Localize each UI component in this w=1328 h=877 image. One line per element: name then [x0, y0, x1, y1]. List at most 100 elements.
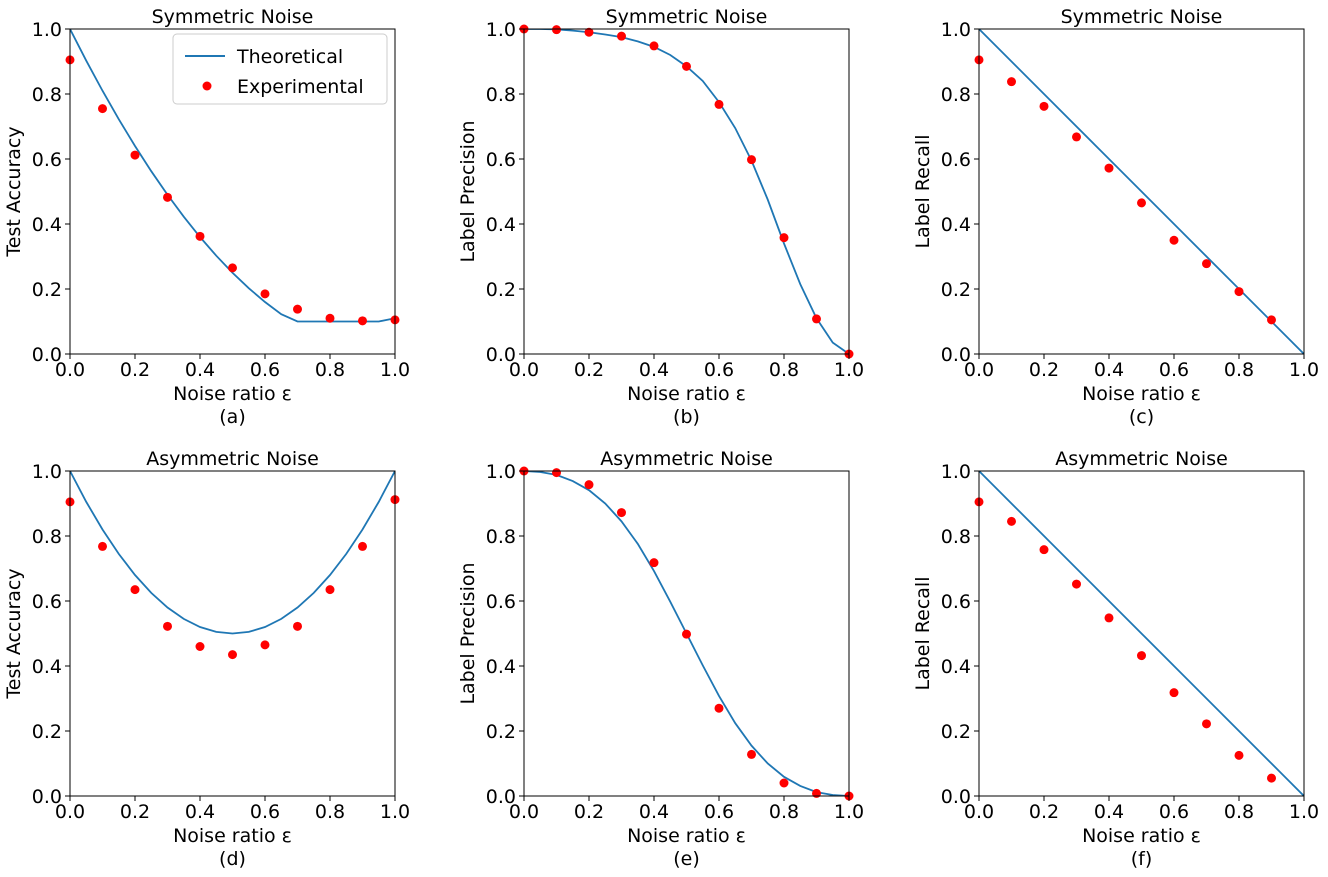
- y-axis-label: Label Recall: [912, 135, 934, 249]
- x-tick-label: 1.0: [1289, 359, 1319, 381]
- experimental-point: [260, 640, 270, 650]
- panel-a: 0.0 0.2 0.4 0.6 0.8 1.0 0.0 0.2 0.4 0.6 0.8 1.0 Symm…: [3, 6, 410, 428]
- panel-title: Symmetric Noise: [152, 6, 314, 28]
- y-tick-label: 0.2: [486, 279, 516, 301]
- x-tick-label: 0.4: [639, 359, 669, 381]
- experimental-point: [812, 788, 821, 798]
- experimental-point: [682, 61, 691, 71]
- x-tick-label: 0.4: [1094, 801, 1124, 823]
- x-tick-label: 1.0: [1289, 801, 1319, 823]
- experimental-point: [163, 621, 172, 631]
- y-tick-label: 0.4: [486, 656, 516, 678]
- panel-caption: (d): [219, 848, 246, 870]
- y-tick-label: 0.4: [941, 214, 971, 236]
- x-tick-label: 0.4: [185, 359, 215, 381]
- x-tick-label: 0.0: [55, 801, 85, 823]
- experimental-point: [98, 104, 107, 114]
- y-tick-label: 0.8: [486, 84, 516, 106]
- x-tick-label: 0.4: [1094, 359, 1124, 381]
- y-tick-label: 0.6: [32, 591, 62, 613]
- panel-title: Asymmetric Noise: [146, 448, 319, 470]
- axes-frame: [978, 28, 1305, 355]
- x-axis-label: Noise ratio ε: [173, 825, 292, 847]
- panel-d: 0.0 0.2 0.4 0.6 0.8 1.0 0.0 0.2 0.4 0.6 0.8 1.0 Asym…: [3, 448, 410, 870]
- experimental-point: [584, 480, 594, 490]
- experimental-point: [617, 31, 626, 41]
- panel-title: Asymmetric Noise: [1055, 448, 1228, 470]
- y-tick-label: 1.0: [486, 461, 516, 483]
- theoretical-line: [979, 471, 1304, 796]
- y-axis-label: Test Accuracy: [3, 568, 25, 699]
- theoretical-line: [70, 471, 395, 635]
- y-tick-label: 0.2: [486, 721, 516, 743]
- x-tick-label: 0.4: [639, 801, 669, 823]
- y-tick-label: 0.2: [941, 721, 971, 743]
- x-tick-label: 0.8: [315, 801, 345, 823]
- experimental-point: [130, 585, 140, 595]
- x-tick-label: 0.0: [964, 359, 994, 381]
- x-tick-label: 0.6: [250, 801, 280, 823]
- experimental-point: [228, 650, 237, 660]
- theoretical-line: [524, 29, 849, 354]
- experimental-point: [293, 621, 302, 631]
- y-tick-label: 0.4: [32, 214, 62, 236]
- x-tick-label: 0.6: [250, 359, 280, 381]
- x-tick-label: 1.0: [834, 801, 864, 823]
- x-tick-label: 0.0: [509, 801, 539, 823]
- experimental-point: [617, 508, 626, 518]
- experimental-point: [1104, 163, 1114, 173]
- experimental-point: [714, 703, 724, 713]
- legend: Theoretical Experimental: [172, 33, 388, 105]
- panel-e: 0.0 0.2 0.4 0.6 0.8 1.0 0.0 0.2 0.4 0.6 0.8 1.0 Asym…: [457, 448, 864, 870]
- y-tick-label: 0.4: [486, 214, 516, 236]
- experimental-point: [195, 642, 205, 651]
- x-tick-label: 0.0: [964, 801, 994, 823]
- y-tick-label: 0.6: [486, 149, 516, 171]
- y-tick-label: 0.6: [941, 591, 971, 613]
- panel-caption: (f): [1131, 848, 1153, 870]
- x-tick-label: 1.0: [380, 359, 410, 381]
- experimental-point: [1169, 688, 1179, 698]
- legend-experimental-swatch: [202, 81, 212, 91]
- experimental-point: [1267, 315, 1276, 325]
- x-tick-label: 0.6: [1159, 359, 1189, 381]
- x-tick-label: 0.2: [120, 801, 150, 823]
- experimental-point: [293, 304, 302, 314]
- x-tick-label: 0.0: [55, 359, 85, 381]
- x-tick-label: 0.2: [120, 359, 150, 381]
- y-tick-label: 1.0: [486, 19, 516, 41]
- panel-caption: (e): [673, 848, 700, 870]
- x-axis-label: Noise ratio ε: [627, 383, 746, 405]
- theoretical-line: [70, 29, 395, 323]
- experimental-point: [195, 231, 205, 241]
- x-tick-label: 0.6: [704, 801, 734, 823]
- y-axis-label: Test Accuracy: [3, 126, 25, 257]
- experimental-point: [649, 41, 659, 51]
- y-tick-label: 0.4: [941, 656, 971, 678]
- experimental-point: [1202, 259, 1211, 269]
- theoretical-line: [979, 29, 1304, 354]
- panel-c: 0.0 0.2 0.4 0.6 0.8 1.0 0.0 0.2 0.4 0.6 0.8 1.0 Symm…: [912, 6, 1319, 428]
- experimental-point: [228, 263, 237, 273]
- y-tick-label: 0.6: [941, 149, 971, 171]
- experimental-point: [682, 629, 691, 639]
- y-tick-label: 0.0: [941, 344, 971, 366]
- experimental-point: [1007, 77, 1016, 87]
- experimental-point: [130, 150, 140, 160]
- experimental-point: [1072, 579, 1081, 589]
- panel-caption: (a): [219, 406, 245, 428]
- axes-frame: [69, 28, 396, 355]
- x-tick-label: 0.8: [1224, 359, 1254, 381]
- y-tick-label: 0.0: [32, 344, 62, 366]
- y-tick-label: 1.0: [941, 461, 971, 483]
- experimental-point: [1072, 132, 1081, 142]
- y-tick-label: 0.0: [941, 786, 971, 808]
- y-tick-label: 0.2: [32, 721, 62, 743]
- y-tick-label: 0.6: [32, 149, 62, 171]
- legend-experimental-label: Experimental: [237, 76, 364, 98]
- experimental-point: [163, 192, 172, 202]
- experimental-point: [98, 541, 107, 551]
- experimental-point: [1137, 651, 1146, 661]
- experimental-point: [1039, 545, 1049, 555]
- y-tick-label: 0.8: [32, 526, 62, 548]
